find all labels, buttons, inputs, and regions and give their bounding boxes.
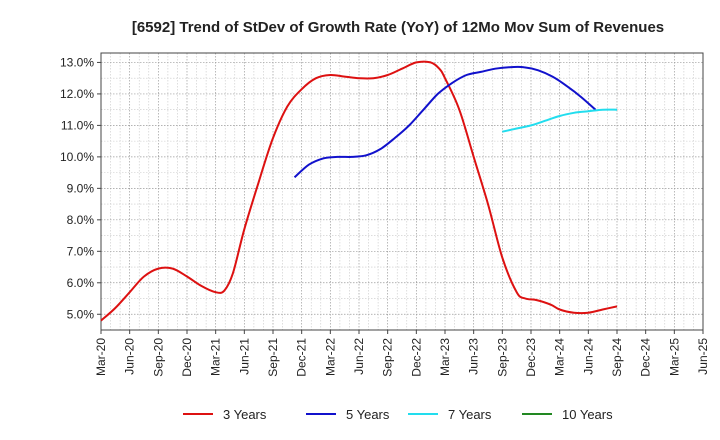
x-tick-label: Sep-22	[381, 338, 395, 377]
x-tick-label: Mar-24	[553, 338, 567, 376]
legend: 3 Years 5 Years 7 Years 10 Years	[183, 407, 613, 422]
x-tick-label: Dec-20	[180, 338, 194, 377]
plot-area	[100, 52, 704, 331]
grid	[100, 53, 704, 330]
y-tick-label: 11.0%	[61, 118, 94, 132]
y-tick-label: 8.0%	[67, 213, 95, 227]
legend-label: 7 Years	[448, 407, 492, 422]
x-tick-label: Sep-23	[495, 338, 509, 377]
x-tick-label: Mar-21	[209, 338, 223, 376]
x-axis: Mar-20 Jun-20 Sep-20 Dec-20 Mar-21 Jun-21 Sep-…	[94, 330, 710, 377]
series-line-3-years	[100, 60, 618, 322]
x-tick-label: Sep-21	[266, 338, 280, 377]
x-tick-label: Sep-20	[151, 338, 165, 377]
x-tick-label: Mar-23	[438, 338, 452, 376]
legend-label: 10 Years	[562, 407, 613, 422]
x-tick-label: Mar-25	[667, 338, 681, 376]
x-tick-label: Sep-24	[610, 338, 624, 377]
series-lines	[100, 60, 618, 322]
x-tick-label: Jun-21	[237, 338, 251, 375]
y-tick-label: 13.0%	[60, 55, 94, 69]
x-tick-label: Dec-22	[409, 338, 423, 377]
series-line-7-years	[502, 108, 618, 133]
x-tick-label: Mar-20	[94, 338, 108, 376]
x-tick-label: Jun-20	[123, 338, 137, 375]
x-tick-label: Dec-23	[524, 338, 538, 377]
x-tick-label: Mar-22	[323, 338, 337, 376]
x-tick-label: Jun-25	[696, 338, 710, 375]
y-tick-label: 9.0%	[67, 181, 95, 195]
y-tick-label: 7.0%	[67, 244, 95, 258]
x-tick-label: Jun-23	[467, 338, 481, 375]
x-tick-label: Jun-22	[352, 338, 366, 375]
y-tick-label: 10.0%	[60, 150, 94, 164]
series-line-5-years	[293, 65, 597, 179]
x-tick-label: Dec-24	[639, 338, 653, 377]
x-tick-label: Dec-21	[295, 338, 309, 377]
legend-label: 5 Years	[346, 407, 390, 422]
y-axis: 5.0% 6.0% 7.0% 8.0% 9.0% 10.0% 11.0% 12.0% 13.0%	[60, 55, 101, 321]
chart-title: [6592] Trend of StDev of Growth Rate (Yo…	[132, 19, 664, 36]
x-tick-label: Jun-24	[581, 338, 595, 375]
legend-label: 3 Years	[223, 407, 267, 422]
y-tick-label: 6.0%	[67, 276, 95, 290]
y-tick-label: 5.0%	[67, 307, 95, 321]
y-tick-label: 12.0%	[60, 87, 94, 101]
